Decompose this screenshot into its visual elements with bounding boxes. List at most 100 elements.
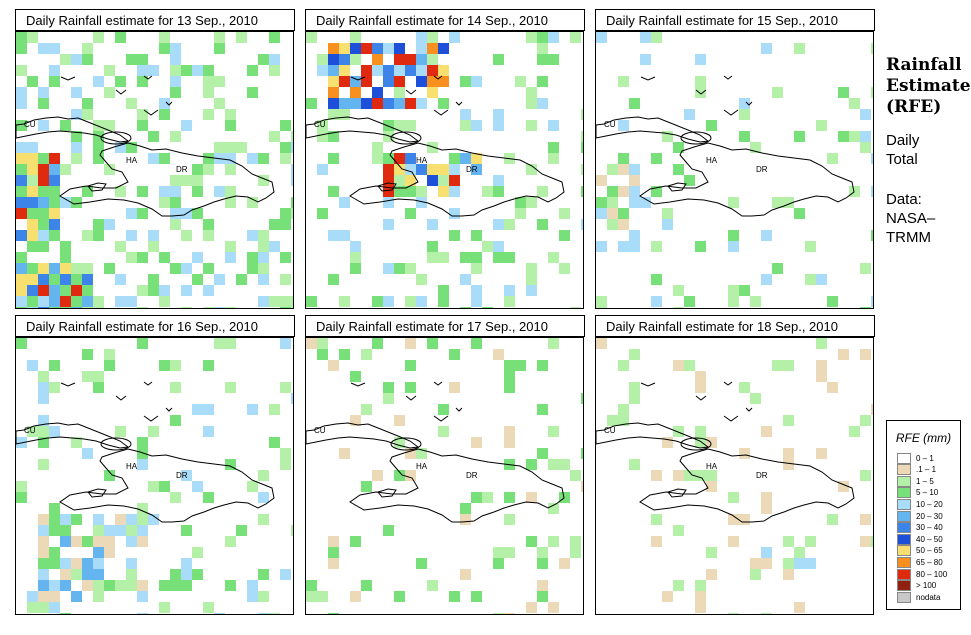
rainfall-cell	[60, 613, 71, 614]
rainfall-cell	[49, 43, 60, 54]
rainfall-cell	[629, 382, 640, 393]
rainfall-cell	[427, 87, 438, 98]
rainfall-cell	[581, 448, 583, 459]
rainfall-cell	[148, 131, 159, 142]
rainfall-cell	[783, 558, 794, 569]
period-label: Daily Total	[886, 131, 919, 169]
rainfall-cell	[673, 285, 684, 296]
legend-entry: > 100	[897, 580, 936, 592]
rainfall-cell	[258, 252, 269, 263]
rainfall-cell	[860, 263, 871, 274]
rainfall-cell	[71, 536, 82, 547]
rainfall-cell	[581, 186, 583, 197]
rainfall-cell	[482, 307, 493, 308]
rainfall-cell	[203, 492, 214, 503]
rainfall-cell	[548, 252, 559, 263]
rainfall-cell	[684, 470, 695, 481]
rainfall-cell	[629, 186, 640, 197]
gonave-island-coastline	[377, 488, 397, 498]
rainfall-cell	[328, 360, 339, 371]
rainfall-cell	[225, 580, 236, 591]
rainfall-cell	[115, 525, 126, 536]
rainfall-cell	[60, 514, 71, 525]
rainfall-cell	[49, 197, 60, 208]
rainfall-cell	[383, 296, 394, 307]
legend-swatch	[897, 568, 911, 580]
rainfall-cell	[548, 142, 559, 153]
rainfall-cell	[794, 602, 805, 613]
rainfall-cell	[570, 547, 581, 558]
rainfall-cell	[416, 65, 427, 76]
rainfall-cell	[618, 164, 629, 175]
rainfall-cell	[383, 525, 394, 536]
rainfall-cell	[816, 274, 827, 285]
island-outline	[640, 76, 656, 81]
rainfall-cell	[38, 514, 49, 525]
rainfall-cell	[460, 153, 471, 164]
rainfall-cell	[71, 296, 82, 307]
rainfall-cell	[526, 274, 537, 285]
rainfall-cell	[739, 514, 750, 525]
rainfall-cell	[684, 296, 695, 307]
rainfall-cell	[651, 536, 662, 547]
rainfall-cell	[405, 208, 416, 219]
rainfall-cell	[728, 241, 739, 252]
rainfall-cell	[60, 536, 71, 547]
hispaniola-coastline	[59, 448, 275, 523]
panel-title: Daily Rainfall estimate for 17 Sep., 201…	[305, 315, 585, 337]
rainfall-cell	[16, 307, 27, 308]
island-outline	[143, 381, 153, 386]
rainfall-cell	[159, 296, 170, 307]
rainfall-cell	[60, 274, 71, 285]
rainfall-cell	[93, 514, 104, 525]
rainfall-cell	[49, 186, 60, 197]
legend-entry: 65 – 80	[897, 556, 943, 568]
rainfall-cell	[548, 459, 559, 470]
rainfall-cell	[394, 415, 405, 426]
rainfall-cell	[317, 54, 328, 65]
rainfall-cell	[684, 175, 695, 186]
rainfall-cell	[596, 241, 607, 252]
rainfall-cell	[471, 252, 482, 263]
rainfall-cell	[526, 87, 537, 98]
rainfall-cell	[761, 558, 772, 569]
rainfall-cell	[449, 32, 460, 43]
rainfall-cell	[383, 197, 394, 208]
rainfall-cell	[159, 252, 170, 263]
legend-label: .1 – 1	[916, 465, 937, 475]
rainfall-cell	[170, 580, 181, 591]
rainfall-cell	[16, 32, 27, 43]
rainfall-cell	[280, 296, 291, 307]
rainfall-cell	[493, 175, 504, 186]
rainfall-cell	[203, 153, 214, 164]
rainfall-cell	[104, 525, 115, 536]
rainfall-cell	[27, 591, 38, 602]
rainfall-cell	[493, 613, 504, 614]
country-label-cuba: CU	[604, 120, 616, 129]
rainfall-cell	[258, 153, 269, 164]
rainfall-cell	[695, 470, 706, 481]
panel-title: Daily Rainfall estimate for 14 Sep., 201…	[305, 9, 585, 31]
rainfall-cell	[651, 241, 662, 252]
rainfall-cell	[383, 131, 394, 142]
rainfall-cell	[548, 426, 559, 437]
rainfall-map: CU HA DR	[15, 337, 294, 615]
country-label-haiti: HA	[416, 462, 428, 471]
rainfall-cell	[438, 285, 449, 296]
rainfall-cell	[416, 448, 427, 459]
rainfall-cell	[673, 360, 684, 371]
rainfall-cell	[126, 208, 137, 219]
rainfall-cell	[537, 558, 548, 569]
cuba-coastline	[596, 116, 710, 143]
rainfall-cell	[93, 120, 104, 131]
rainfall-cell	[269, 296, 280, 307]
rainfall-cell	[460, 109, 471, 120]
rainfall-cell	[159, 197, 170, 208]
rainfall-cell	[71, 87, 82, 98]
rainfall-cell	[82, 371, 93, 382]
rainfall-cell	[860, 349, 871, 360]
rainfall-cell	[291, 307, 293, 308]
rainfall-cell	[16, 230, 27, 241]
rainfall-cell	[82, 448, 93, 459]
rainfall-cell	[383, 175, 394, 186]
